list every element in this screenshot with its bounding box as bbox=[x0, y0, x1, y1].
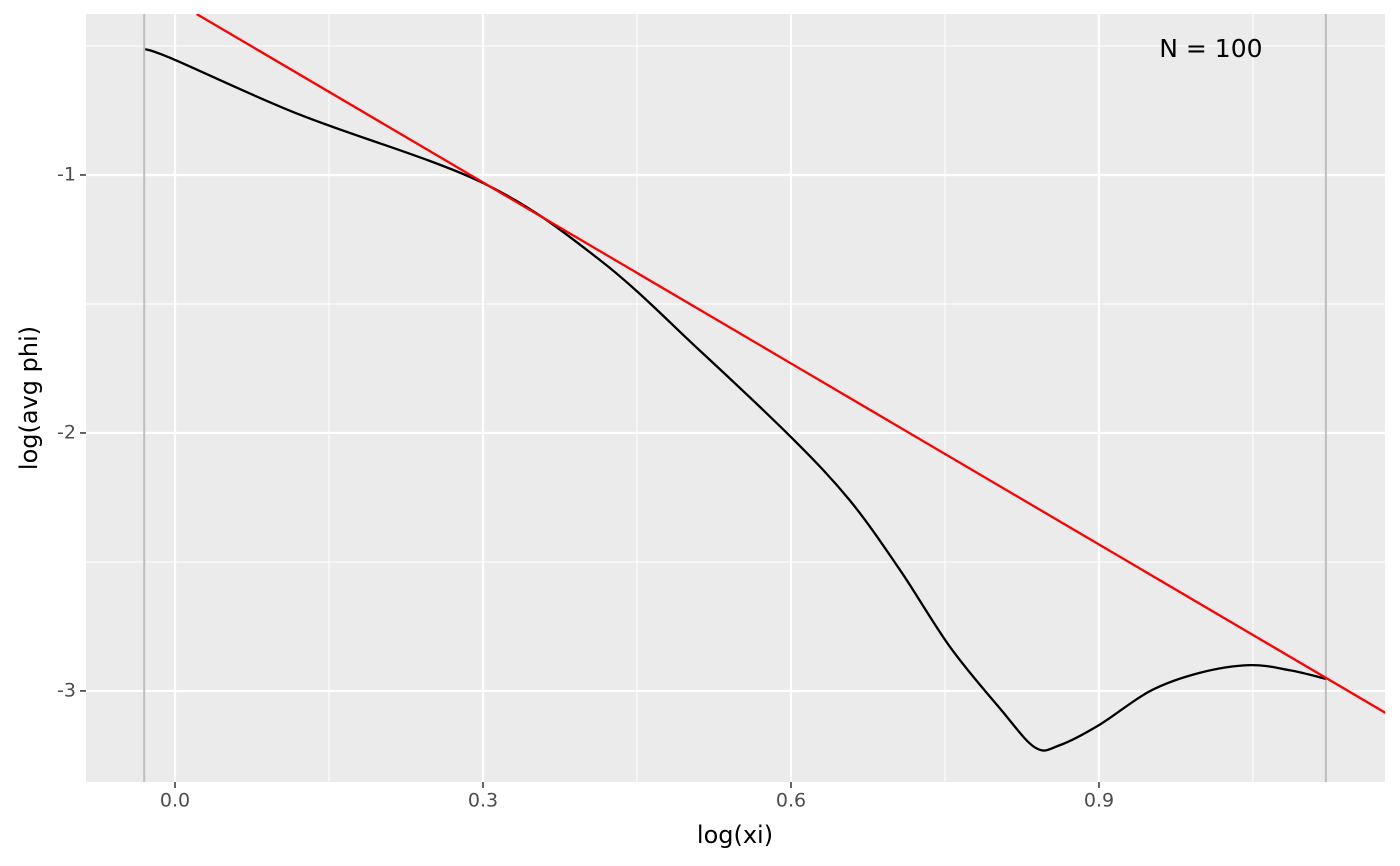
y-tick-label: -2 bbox=[57, 421, 76, 443]
x-tick-label: 0.6 bbox=[776, 790, 806, 812]
y-tick-label: -3 bbox=[57, 679, 76, 701]
x-axis-title: log(xi) bbox=[697, 821, 773, 849]
y-axis-title: log(avg phi) bbox=[15, 326, 43, 470]
x-tick-label: 0.9 bbox=[1084, 790, 1114, 812]
x-tick-label: 0.3 bbox=[468, 790, 498, 812]
y-tick-label: -1 bbox=[57, 163, 76, 185]
labels: 0.0 0.3 0.6 0.9 -1 -2 -3 N = 100 bbox=[57, 34, 1262, 811]
annotation: N = 100 bbox=[1159, 34, 1262, 63]
panel bbox=[86, 14, 1385, 782]
grid bbox=[86, 14, 1385, 782]
series-line bbox=[144, 47, 1327, 752]
plot-area bbox=[143, 14, 1385, 782]
x-tick-label: 0.0 bbox=[160, 790, 190, 812]
series-line bbox=[195, 14, 1385, 714]
